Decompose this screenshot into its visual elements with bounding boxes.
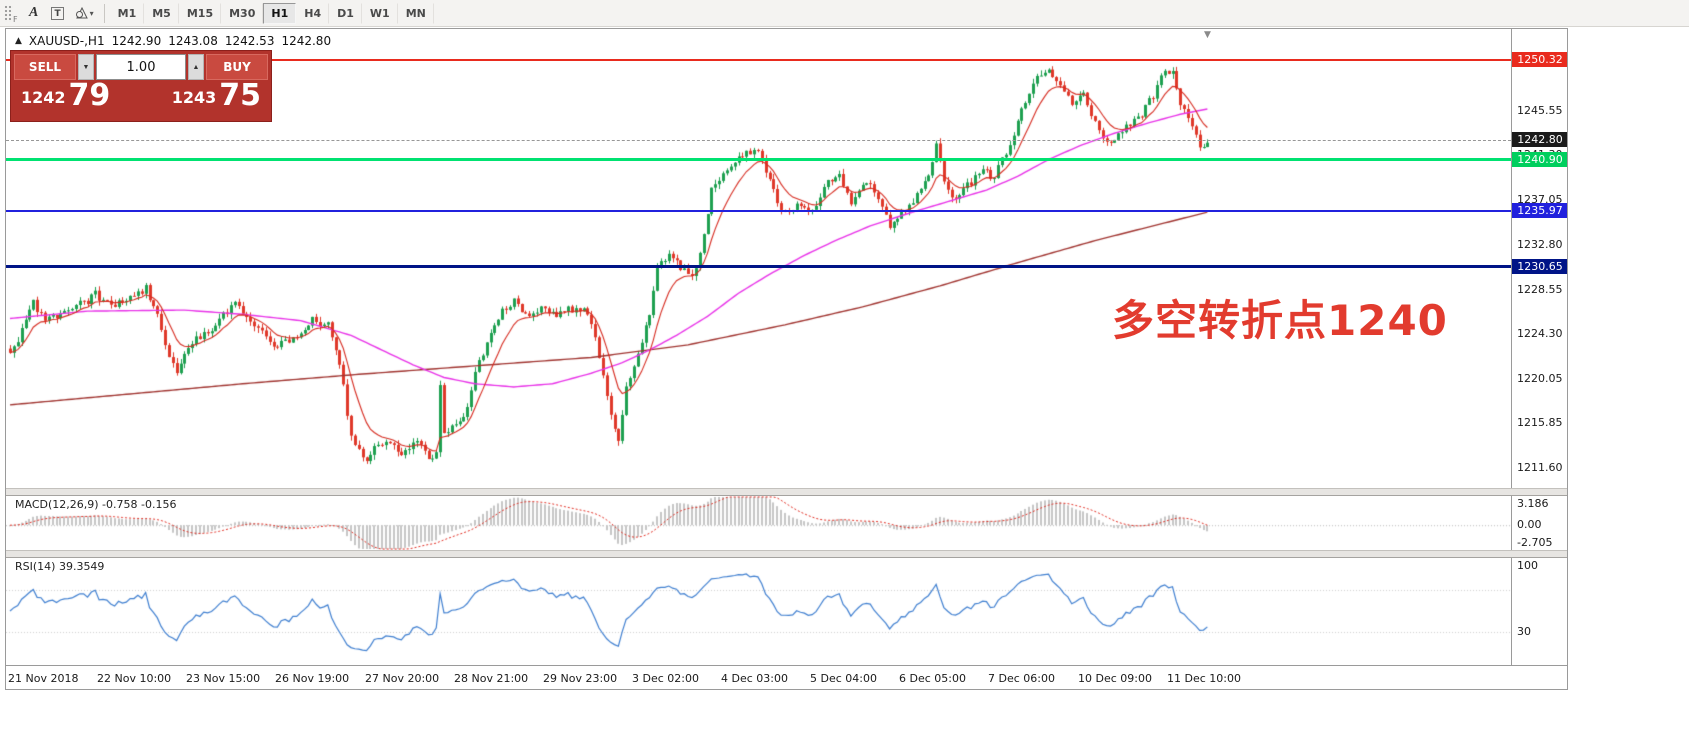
time-axis-label: 11 Dec 10:00 [1167,672,1241,685]
price-axis-label: 1224.30 [1517,327,1563,341]
timeframe-m5-button[interactable]: M5 [144,3,179,24]
timeframe-mn-button[interactable]: MN [398,3,434,24]
time-axis-label: 5 Dec 04:00 [810,672,877,685]
volume-input[interactable] [96,54,186,80]
time-axis-label: 21 Nov 2018 [8,672,79,685]
pane-splitter[interactable] [6,488,1567,496]
sell-button[interactable]: SELL [14,54,76,80]
time-axis-label: 7 Dec 06:00 [988,672,1055,685]
chart-ohlc-header: ▲ XAUUSD-,H1 1242.90 1243.08 1242.53 124… [15,34,331,48]
chevron-up-icon: ▲ [192,63,200,71]
indicator-scale-label: 0.00 [1517,518,1542,532]
macd-indicator-canvas[interactable] [6,496,1511,550]
time-axis-label: 22 Nov 10:00 [97,672,172,685]
price-axis-label: 1237.05 [1517,193,1563,207]
price-axis-separator [1511,29,1512,665]
timeframe-m1-button[interactable]: M1 [110,3,145,24]
shapes-icon [75,6,88,18]
text-tool-button[interactable]: T [47,2,69,24]
chevron-down-icon: ▾ [89,8,94,18]
buy-price-display: 1243 75 [171,78,261,113]
pane-splitter[interactable] [6,550,1567,558]
price-axis-label: 1215.85 [1517,416,1563,430]
indicator-scale-label: -2.705 [1517,536,1553,549]
one-click-toggle-icon[interactable]: ▲ [15,36,22,46]
time-axis[interactable]: 21 Nov 2018 22 Nov 10:00 23 Nov 15:00 26 No… [6,665,1567,689]
toolbar-separator [103,3,105,23]
level-line-resistance-1250[interactable] [6,59,1511,61]
toolbar: F A T ▾ M1 M5 M15 M30 H1 H4 D1 W1 MN [0,0,1689,27]
one-click-trading-panel: SELL ▼ ▲ BUY 1242 79 1243 75 [10,50,272,122]
volume-dropdown-button[interactable]: ▼ [78,54,94,80]
timeframe-w1-button[interactable]: W1 [362,3,398,24]
sell-price-main: 1242 [21,88,66,107]
trade-panel-prices: 1242 79 1243 75 [11,78,271,113]
timeframe-d1-button[interactable]: D1 [329,3,362,24]
macd-indicator-label: MACD(12,26,9) -0.758 -0.156 [15,498,177,511]
sell-price-pips: 79 [68,78,111,113]
indicator-scale-label: 30 [1517,625,1531,639]
timeframe-h4-button[interactable]: H4 [296,3,330,24]
buy-price-main: 1243 [171,88,217,107]
time-axis-label: 3 Dec 02:00 [632,672,699,685]
text-tool-icon: T [51,6,65,20]
time-axis-label: 26 Nov 19:00 [275,672,350,685]
time-axis-label: 27 Nov 20:00 [365,672,440,685]
time-axis-label: 6 Dec 05:00 [899,672,966,685]
rsi-indicator-canvas[interactable] [6,558,1511,664]
price-axis-label: 1228.55 [1517,282,1563,296]
time-axis-label: 29 Nov 23:00 [543,672,618,685]
time-axis-label: 23 Nov 15:00 [186,672,261,685]
price-badge-pivot-1240: 1240.90 [1512,152,1567,167]
shapes-tool-button[interactable]: ▾ [71,2,98,24]
price-badge-resistance-1250: 1250.32 [1512,52,1567,67]
indicator-scale-label: 3.186 [1517,497,1549,510]
price-badge-current-price: 1242.80 [1512,132,1567,147]
indicator-scale-label: 100 [1517,559,1538,572]
ohlc-low: 1242.53 [224,34,275,48]
symbol-label: XAUUSD-,H1 [28,34,105,48]
chevron-down-icon: ▼ [82,63,90,71]
trade-panel-controls: SELL ▼ ▲ BUY [14,54,268,80]
chart-shift-marker-icon[interactable]: ▼ [1204,30,1211,40]
ohlc-close: 1242.80 [281,34,332,48]
level-lines-layer [6,29,1511,488]
timeframe-m30-button[interactable]: M30 [221,3,264,24]
chart-annotation: 多空转折点1240 [1112,296,1448,345]
buy-button[interactable]: BUY [206,54,268,80]
ohlc-open: 1242.90 [111,34,162,48]
timeframe-toolbar: M1 M5 M15 M30 H1 H4 D1 W1 MN [110,2,434,24]
level-line-pivot-1240[interactable] [6,158,1511,161]
time-axis-label: 28 Nov 21:00 [454,672,529,685]
time-axis-label: 4 Dec 03:00 [721,672,788,685]
price-badge-support-1235: 1235.97 [1512,203,1567,218]
timeframe-h1-button[interactable]: H1 [263,3,297,24]
price-axis-label: 1220.05 [1517,372,1563,386]
price-badge-support-1230: 1230.65 [1512,259,1567,274]
timeframe-m15-button[interactable]: M15 [179,3,222,24]
sell-price-display: 1242 79 [21,78,111,113]
toolbar-grip-label: F [13,15,18,24]
buy-price-pips: 75 [219,78,261,113]
time-axis-label: 10 Dec 09:00 [1078,672,1152,685]
toolbar-drag-handle[interactable] [4,4,13,22]
level-line-current-price[interactable] [6,140,1511,141]
level-line-support-1230[interactable] [6,265,1511,268]
volume-increase-button[interactable]: ▲ [188,54,204,80]
price-axis-label: 1245.55 [1517,103,1563,117]
price-axis[interactable]: 1245.551241.301237.051232.801228.551224.… [1511,29,1567,665]
label-tool-button[interactable]: A [23,2,45,24]
price-axis-label: 1232.80 [1517,237,1563,251]
rsi-indicator-label: RSI(14) 39.3549 [15,560,105,573]
price-axis-label: 1211.60 [1517,460,1563,474]
chart-window: ▼ ▲ XAUUSD-,H1 1242.90 1243.08 1242.53 1… [5,28,1568,690]
ohlc-high: 1243.08 [168,34,218,48]
level-line-support-1235[interactable] [6,210,1511,212]
